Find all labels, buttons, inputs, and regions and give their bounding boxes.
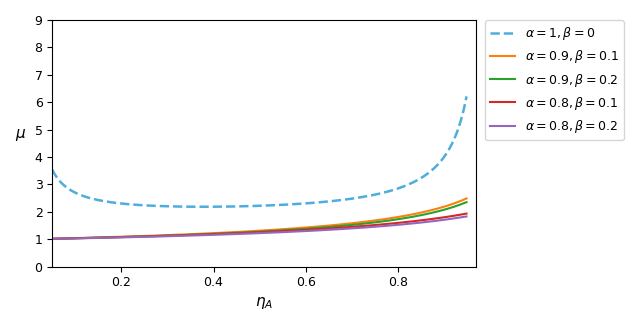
- $\alpha = 0.8, \beta = 0.2$: [379, 224, 387, 228]
- Line: $\alpha = 0.9, \beta = 0.2$: $\alpha = 0.9, \beta = 0.2$: [52, 202, 467, 239]
- $\alpha = 0.9, \beta = 0.1$: [333, 223, 340, 227]
- $\alpha = 0.8, \beta = 0.2$: [463, 215, 470, 218]
- $\alpha = 0.9, \beta = 0.2$: [333, 224, 340, 228]
- $\alpha = 0.8, \beta = 0.2$: [333, 228, 340, 231]
- $\alpha = 0.8, \beta = 0.1$: [49, 237, 56, 241]
- $\alpha = 0.8, \beta = 0.2$: [216, 233, 223, 237]
- $\alpha = 0.9, \beta = 0.2$: [91, 236, 99, 240]
- $\alpha = 0.8, \beta = 0.1$: [371, 223, 379, 227]
- $\alpha = 0.8, \beta = 0.1$: [463, 212, 470, 215]
- Line: $\alpha = 1, \beta = 0$: $\alpha = 1, \beta = 0$: [52, 96, 467, 207]
- $\alpha = 0.9, \beta = 0.1$: [216, 231, 223, 235]
- $\alpha = 1, \beta = 0$: [199, 205, 207, 209]
- $\alpha = 1, \beta = 0$: [216, 205, 224, 209]
- $\alpha = 1, \beta = 0$: [333, 199, 341, 202]
- $\alpha = 0.8, \beta = 0.2$: [231, 232, 239, 236]
- $\alpha = 0.8, \beta = 0.2$: [91, 236, 99, 240]
- X-axis label: $\eta_A$: $\eta_A$: [255, 295, 273, 311]
- $\alpha = 1, \beta = 0$: [372, 193, 380, 197]
- $\alpha = 0.9, \beta = 0.1$: [231, 230, 239, 234]
- $\alpha = 0.8, \beta = 0.1$: [333, 226, 340, 230]
- $\alpha = 0.8, \beta = 0.1$: [379, 222, 387, 226]
- $\alpha = 0.9, \beta = 0.1$: [379, 217, 387, 221]
- Y-axis label: $\mu$: $\mu$: [15, 127, 26, 143]
- $\alpha = 1, \beta = 0$: [49, 168, 56, 172]
- $\alpha = 0.8, \beta = 0.1$: [231, 231, 239, 235]
- $\alpha = 0.9, \beta = 0.2$: [231, 231, 239, 235]
- Legend: $\alpha = 1, \beta = 0$, $\alpha = 0.9, \beta = 0.1$, $\alpha = 0.9, \beta = 0.2: $\alpha = 1, \beta = 0$, $\alpha = 0.9, …: [484, 20, 623, 140]
- $\alpha = 0.9, \beta = 0.1$: [91, 236, 99, 240]
- $\alpha = 0.9, \beta = 0.2$: [379, 219, 387, 223]
- $\alpha = 0.8, \beta = 0.2$: [371, 225, 379, 229]
- Line: $\alpha = 0.8, \beta = 0.1$: $\alpha = 0.8, \beta = 0.1$: [52, 214, 467, 239]
- $\alpha = 0.9, \beta = 0.1$: [371, 218, 379, 222]
- $\alpha = 1, \beta = 0$: [380, 191, 387, 195]
- Line: $\alpha = 0.9, \beta = 0.1$: $\alpha = 0.9, \beta = 0.1$: [52, 199, 467, 239]
- $\alpha = 0.8, \beta = 0.2$: [49, 237, 56, 241]
- $\alpha = 0.9, \beta = 0.2$: [371, 220, 379, 224]
- $\alpha = 1, \beta = 0$: [231, 204, 239, 208]
- $\alpha = 0.8, \beta = 0.1$: [216, 232, 223, 236]
- $\alpha = 0.9, \beta = 0.2$: [216, 232, 223, 236]
- $\alpha = 0.9, \beta = 0.1$: [49, 237, 56, 241]
- $\alpha = 0.8, \beta = 0.1$: [91, 236, 99, 240]
- $\alpha = 1, \beta = 0$: [463, 95, 470, 98]
- $\alpha = 1, \beta = 0$: [91, 197, 99, 201]
- $\alpha = 0.9, \beta = 0.2$: [463, 200, 470, 204]
- $\alpha = 0.9, \beta = 0.2$: [49, 237, 56, 241]
- $\alpha = 0.9, \beta = 0.1$: [463, 197, 470, 200]
- Line: $\alpha = 0.8, \beta = 0.2$: $\alpha = 0.8, \beta = 0.2$: [52, 216, 467, 239]
